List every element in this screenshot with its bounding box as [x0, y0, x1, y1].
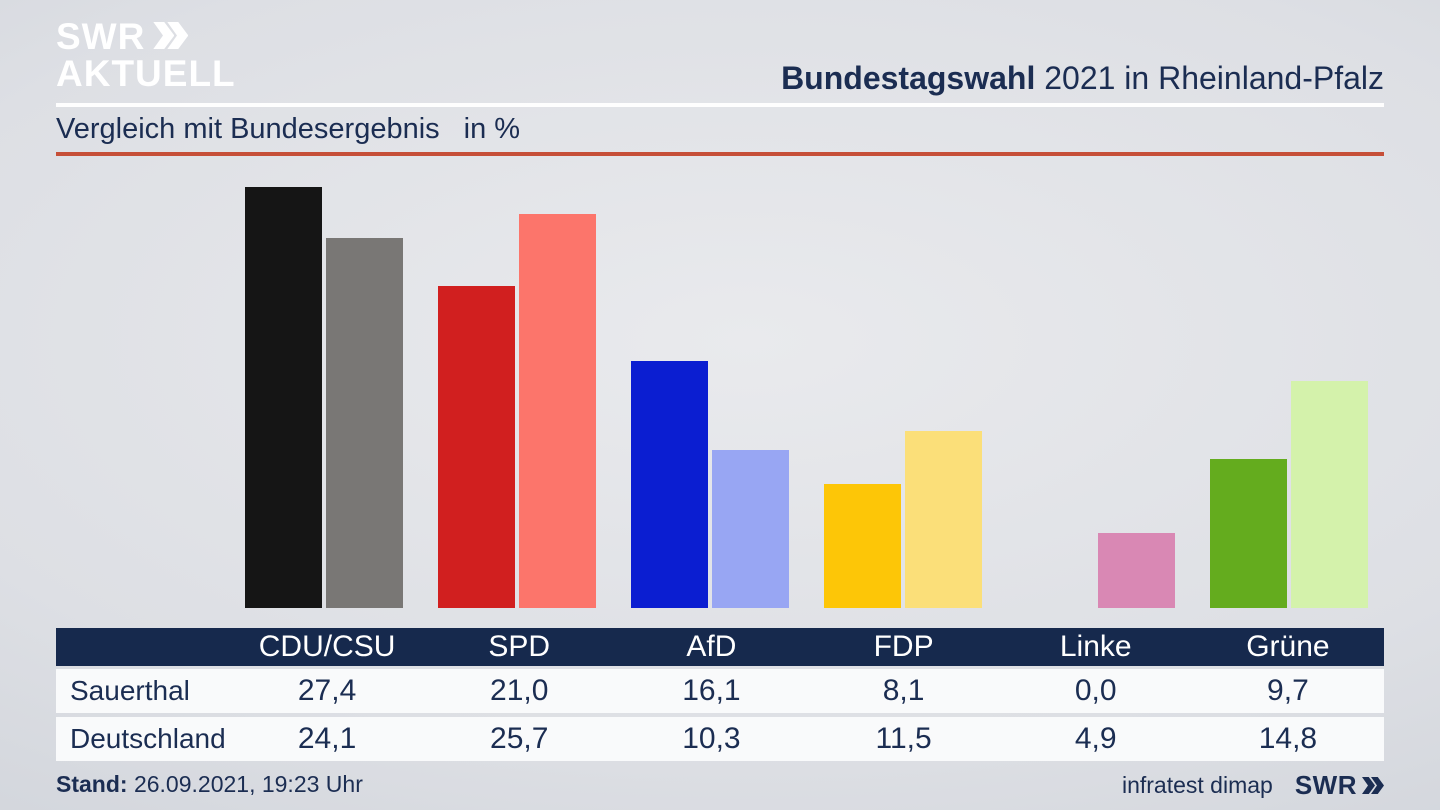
logo-text-swr: SWR [56, 16, 146, 57]
row-label-sauerthal: Sauerthal [70, 675, 190, 706]
bar-spd-deutschland [519, 214, 596, 608]
value-sauerthal-cdu-csu: 27,4 [297, 674, 357, 707]
swr-footer-logo-text: SWR [1294, 770, 1357, 800]
page-title-rest: 2021 in Rheinland-Pfalz [1035, 60, 1384, 96]
source-attribution: infratest dimap SWR [1122, 770, 1384, 801]
bar-linke-deutschland [1098, 533, 1175, 608]
bar-afd-deutschland [712, 450, 789, 608]
column-header-afd: AfD [686, 630, 737, 663]
swr-double-chevron-icon [153, 18, 189, 55]
logo-text-aktuell: AKTUELL [56, 53, 236, 94]
stand-value: 26.09.2021, 19:23 Uhr [127, 771, 363, 797]
accent-divider-line [56, 152, 1384, 156]
chart-subtitle-text: Vergleich mit Bundesergebnis [56, 113, 440, 145]
column-header-linke: Linke [1059, 630, 1132, 663]
value-sauerthal-gruene: 9,7 [1267, 674, 1309, 707]
bar-spd-sauerthal [438, 286, 515, 608]
table-row-sauerthal: Sauerthal 27,4 21,0 16,1 8,1 0,0 9,7 [56, 669, 1384, 713]
source-name: infratest dimap [1121, 772, 1273, 798]
swr-aktuell-logo: SWR AKTUELL [56, 18, 236, 92]
swr-footer-logo: SWR [1295, 770, 1384, 801]
page-title-bold: Bundestagswahl [781, 60, 1036, 96]
bar-gr-ne-deutschland [1291, 381, 1368, 608]
bar-fdp-sauerthal [824, 484, 901, 608]
value-deutschland-fdp: 11,5 [875, 722, 932, 755]
value-deutschland-cdu-csu: 24,1 [297, 722, 357, 755]
chart-unit-label: in % [463, 113, 521, 145]
stand-label: Stand: [56, 771, 128, 797]
bar-cdu-csu-deutschland [326, 238, 403, 608]
bar-fdp-deutschland [905, 431, 982, 608]
header-divider-line [56, 103, 1384, 107]
value-deutschland-spd: 25,7 [490, 722, 549, 755]
column-header-cdu-csu: CDU/CSU [258, 630, 396, 663]
bar-gr-ne-sauerthal [1210, 459, 1287, 608]
table-row-deutschland: Deutschland 24,1 25,7 10,3 11,5 4,9 14,8 [56, 717, 1384, 761]
chart-subtitle: Vergleich mit Bundesergebnis in % [56, 113, 520, 146]
row-label-deutschland: Deutschland [70, 723, 226, 754]
column-header-spd: SPD [488, 630, 551, 663]
value-sauerthal-spd: 21,0 [490, 674, 549, 707]
bar-cdu-csu-sauerthal [245, 187, 322, 608]
swr-footer-chevron-icon [1362, 770, 1384, 801]
page-title: Bundestagswahl 2021 in Rheinland-Pfalz [781, 60, 1384, 97]
bar-afd-sauerthal [631, 361, 708, 608]
value-deutschland-gruene: 14,8 [1258, 722, 1318, 755]
value-sauerthal-linke: 0,0 [1074, 674, 1117, 707]
table-header-row: CDU/CSU SPD AfD FDP Linke Grüne [56, 628, 1384, 666]
value-deutschland-linke: 4,9 [1074, 722, 1117, 755]
status-timestamp: Stand: 26.09.2021, 19:23 Uhr [56, 771, 363, 798]
value-sauerthal-fdp: 8,1 [882, 674, 925, 707]
column-header-fdp: FDP [873, 630, 934, 663]
value-sauerthal-afd: 16,1 [682, 674, 741, 707]
bar-chart [56, 187, 1384, 608]
value-deutschland-afd: 10,3 [682, 722, 741, 755]
column-header-gruene: Grüne [1246, 630, 1330, 663]
